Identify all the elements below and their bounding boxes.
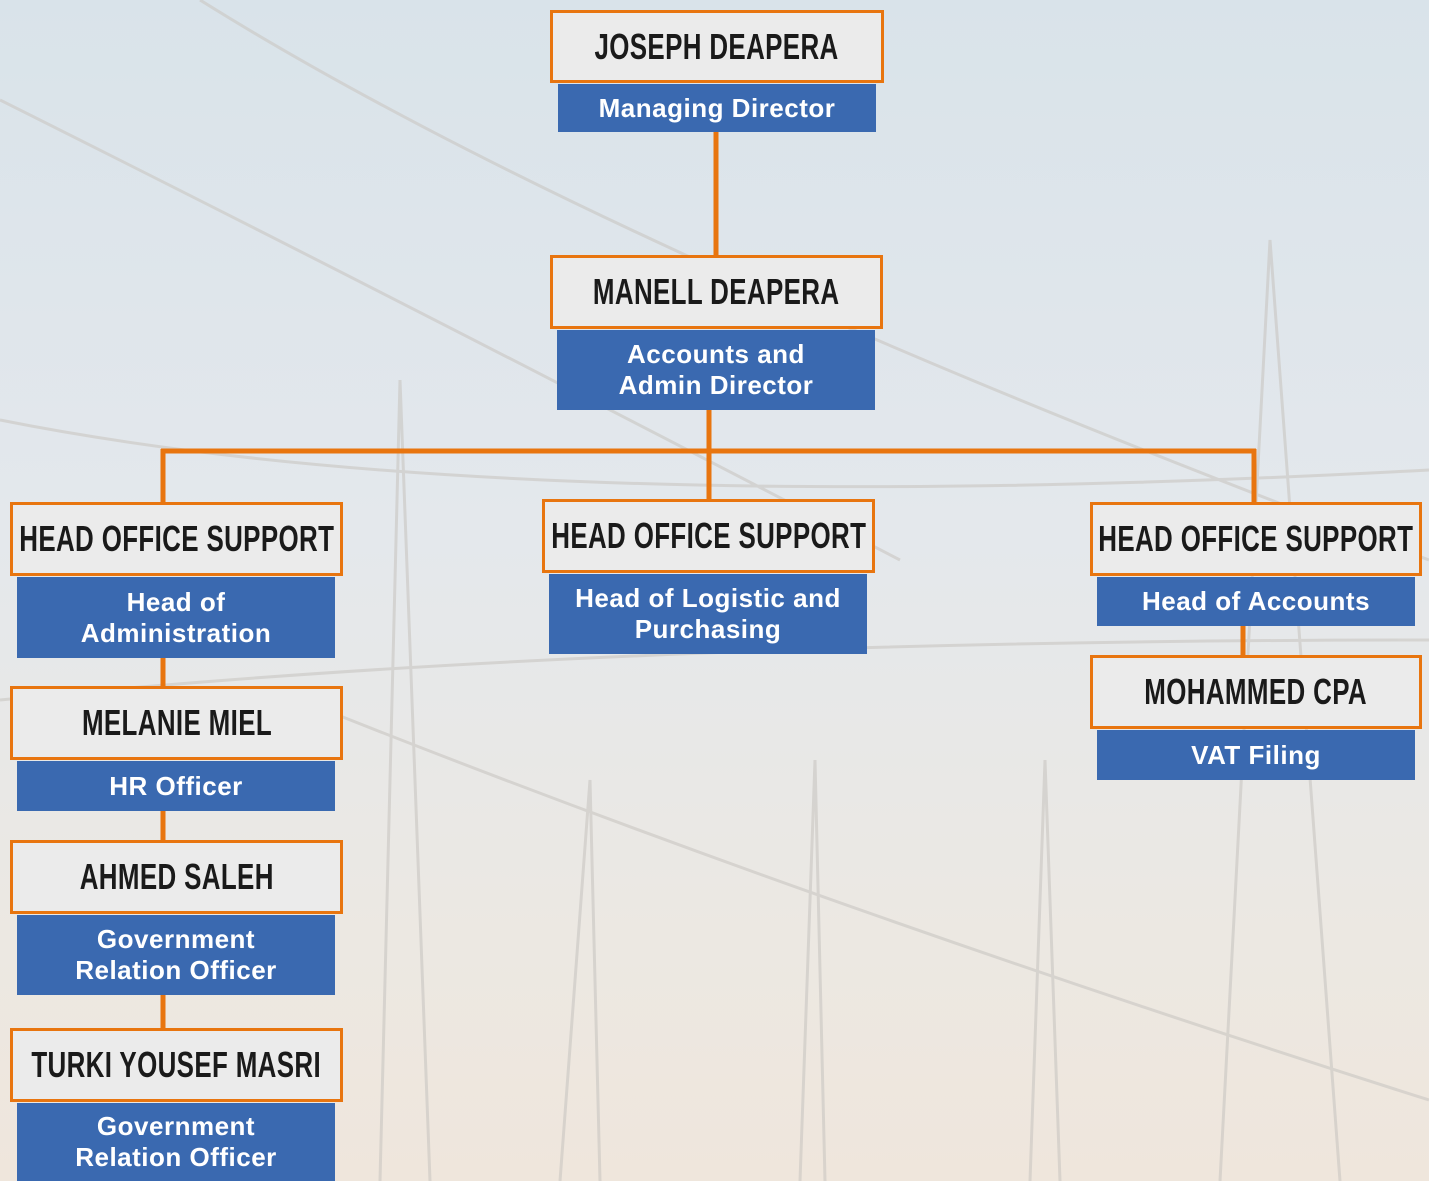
role-text: Accounts and <box>627 339 805 370</box>
role-text: Administration <box>81 618 271 649</box>
role-text: Managing Director <box>599 93 836 124</box>
name-box: HEAD OFFICE SUPPORT <box>1090 502 1422 576</box>
role-text: Purchasing <box>635 614 782 645</box>
person-name: MELANIE MIEL <box>81 702 271 744</box>
role-text: Head of Logistic and <box>575 583 841 614</box>
role-text: Relation Officer <box>75 1142 277 1173</box>
person-name: JOSEPH DEAPERA <box>595 26 839 68</box>
role-text: Government <box>97 924 255 955</box>
role-text: Government <box>97 1111 255 1142</box>
name-box: MANELL DEAPERA <box>550 255 883 329</box>
page: (() => { const data = JSON.parse(documen… <box>0 0 1429 1181</box>
role-box: Head of Accounts <box>1097 577 1415 626</box>
name-box: MELANIE MIEL <box>10 686 343 760</box>
person-name: HEAD OFFICE SUPPORT <box>1098 518 1413 560</box>
role-box: HR Officer <box>17 761 335 811</box>
role-text: HR Officer <box>109 771 243 802</box>
name-box: TURKI YOUSEF MASRI <box>10 1028 343 1102</box>
name-box: HEAD OFFICE SUPPORT <box>10 502 343 576</box>
person-name: HEAD OFFICE SUPPORT <box>551 515 866 557</box>
role-box: Managing Director <box>558 84 876 132</box>
role-text: Relation Officer <box>75 955 277 986</box>
person-name: AHMED SALEH <box>79 856 273 898</box>
role-text: VAT Filing <box>1191 740 1321 771</box>
person-name: MOHAMMED CPA <box>1145 671 1368 713</box>
role-text: Head of <box>127 587 226 618</box>
role-text: Admin Director <box>619 370 814 401</box>
name-box: AHMED SALEH <box>10 840 343 914</box>
role-box: VAT Filing <box>1097 730 1415 780</box>
person-name: HEAD OFFICE SUPPORT <box>19 518 334 560</box>
person-name: MANELL DEAPERA <box>593 271 839 313</box>
name-box: JOSEPH DEAPERA <box>550 10 884 83</box>
person-name: TURKI YOUSEF MASRI <box>32 1044 322 1086</box>
role-text: Head of Accounts <box>1142 586 1370 617</box>
name-box: MOHAMMED CPA <box>1090 655 1422 729</box>
name-box: HEAD OFFICE SUPPORT <box>542 499 875 573</box>
